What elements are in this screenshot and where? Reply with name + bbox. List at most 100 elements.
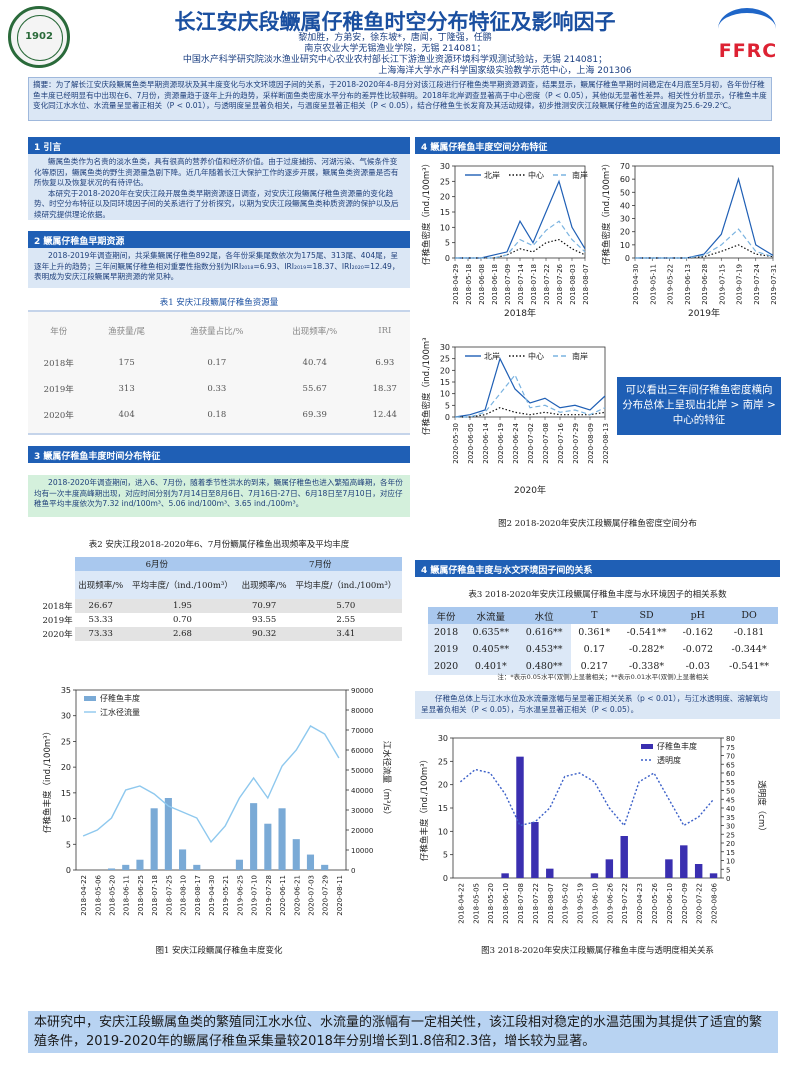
- y-tick-label: 30: [61, 712, 71, 721]
- table-cell: 2018年: [42, 602, 73, 612]
- y-tick-label: 20: [440, 193, 450, 202]
- table-2: 6月份 7月份 出现频率/% 平均丰度/（ind./100m³） 出现频率/% …: [40, 557, 402, 641]
- x-tick-label: 2020-07-29: [322, 875, 330, 916]
- bar: [516, 756, 524, 878]
- table-3-header: T: [591, 610, 598, 621]
- y2-tick-label: 45: [726, 796, 735, 804]
- table-cell: 2020: [428, 658, 465, 675]
- legend-label: 仔稚鱼丰度: [100, 693, 140, 703]
- y2-axis-label: 透明度（cm）: [756, 780, 767, 835]
- x-tick-label: 2018-08-10: [180, 875, 188, 916]
- table-cell: 0.33: [207, 384, 227, 394]
- table-cell: 2019: [428, 641, 465, 658]
- series-line-中心: [635, 244, 774, 259]
- bar: [709, 873, 718, 878]
- x-tick-label: 2018-07-22: [543, 264, 551, 305]
- series-line-北岸: [455, 179, 586, 259]
- y-tick-label: 5: [445, 239, 450, 248]
- figure-2-caption: 图2 2018-2020年安庆江段鳜属仔稚鱼密度空间分布: [498, 519, 697, 529]
- y2-tick-label: 5: [726, 866, 730, 874]
- series-line-中心: [455, 238, 586, 259]
- section-1-paragraph-2: 本研究于2018-2020年在安庆江段开展鱼类早期资源逐日调查，对安庆江段鳜属仔…: [34, 188, 399, 219]
- table-cell: 2018: [428, 624, 465, 641]
- y2-tick-label: 90000: [351, 687, 373, 695]
- table-1-caption: 表1 安庆江段鳜属仔稚鱼资源量: [159, 298, 279, 308]
- x-tick-label: 2019-07-19: [736, 264, 744, 305]
- x-tick-label: 2020-07-29: [572, 423, 580, 464]
- table-row: 2018 0.635** 0.616** 0.361* -0.541** -0.…: [428, 624, 778, 641]
- x-tick-label: 2020-05-30: [452, 423, 460, 464]
- logo-year: 1902: [25, 31, 53, 42]
- x-tick-label: 2018-06-11: [123, 875, 131, 916]
- x-tick-label: 2020-06-05: [467, 423, 475, 464]
- bar: [164, 798, 172, 870]
- table-cell: 90.32: [238, 627, 290, 641]
- y2-tick-label: 20: [726, 840, 735, 848]
- x-tick-label: 2020-07-08: [542, 423, 550, 464]
- affiliation-3: 上海海洋大学水产科学国家级实验教学示范中心，上海 201306: [378, 66, 632, 76]
- bar: [665, 859, 673, 878]
- y-tick-label: 25: [440, 177, 450, 186]
- y2-tick-label: 70: [726, 753, 735, 761]
- table-cell: 73.33: [75, 627, 127, 641]
- section-4b-title: 4 鳜属仔稚鱼丰度与水文环境因子间的关系: [415, 560, 780, 577]
- table-3-header: 水流量: [476, 611, 506, 623]
- table-3-header: DO: [741, 610, 757, 621]
- table-3-header: pH: [690, 610, 705, 621]
- table-cell: 0.453**: [517, 641, 571, 658]
- table-cell: 53.33: [88, 615, 113, 625]
- x-axis-label: 2018年: [504, 307, 536, 319]
- table-cell: -0.072: [682, 644, 713, 655]
- legend-label: 透明度: [657, 755, 681, 765]
- x-tick-label: 2020-06-24: [512, 422, 520, 463]
- table-cell: -0.181: [733, 627, 765, 638]
- y2-tick-label: 30000: [351, 807, 373, 815]
- y-tick-label: 35: [61, 686, 71, 695]
- y-tick-label: 0: [445, 254, 450, 263]
- table-row: 2019年 313 0.33 55.67 18.37: [28, 376, 410, 402]
- x-tick-label: 2020-07-03: [307, 875, 315, 916]
- conclusion: 本研究中，安庆江段鳜属鱼类的繁殖同江水水位、水流量的涨幅有一定相关性，该江段相对…: [28, 1011, 778, 1053]
- section-2-paragraph: 2018-2019年调查期间，共采集鳜属仔稚鱼892尾，各年份采集尾数依次为17…: [34, 251, 400, 281]
- bar: [107, 868, 116, 870]
- table-cell: 2020年: [43, 411, 74, 421]
- x-tick-label: 2018-06-10: [502, 883, 510, 924]
- x-tick-label: 2020-06-21: [293, 875, 301, 916]
- bar: [150, 808, 158, 870]
- table-1-header: 渔获量占比/%: [190, 327, 244, 337]
- table-row: 2018年 26.67 1.95 70.97 5.70: [40, 599, 402, 613]
- section-1-title: 1 引言: [28, 137, 410, 154]
- table-cell: 0.17: [583, 644, 605, 655]
- table-1-header: 出现频率/%: [292, 327, 338, 337]
- bar: [321, 864, 329, 870]
- bar: [590, 873, 599, 878]
- y2-tick-label: 35: [726, 814, 735, 822]
- x-tick-label: 2018-06-25: [137, 875, 145, 916]
- y2-tick-label: 10: [726, 858, 735, 866]
- table-cell: -0.541**: [729, 661, 770, 672]
- table-2-subheader: 平均丰度/（ind./100m³）: [295, 581, 397, 591]
- y-tick-label: 20: [620, 228, 630, 237]
- y-axis-label: 仔稚鱼密度（ind./100m³）: [601, 159, 612, 265]
- y-axis-label: 仔稚鱼丰度（ind./100m³）: [419, 755, 430, 861]
- legend-swatch: [641, 744, 653, 749]
- fish-icon: [718, 8, 776, 43]
- x-tick-label: 2018-04-22: [457, 883, 465, 924]
- x-tick-label: 2020-05-26: [651, 882, 659, 923]
- x-tick-label: 2019-05-19: [577, 883, 585, 924]
- y-tick-label: 15: [440, 378, 450, 387]
- x-tick-label: 2018-07-25: [165, 875, 173, 916]
- section-1-paragraph-1: 鳜属鱼类作为名贵的淡水鱼类，具有很高的营养价值和经济价值。由于过度捕捞、河湖污染…: [34, 157, 399, 187]
- table-cell: 2019年: [42, 616, 73, 626]
- table-1-header: 年份: [50, 327, 68, 337]
- y-tick-label: 70: [620, 162, 630, 171]
- section-2-title: 2 鳜属仔稚鱼早期资源: [28, 231, 410, 248]
- x-tick-label: 2018-04-29: [452, 264, 460, 305]
- table-1-header: IRI: [378, 326, 392, 336]
- x-tick-label: 2020-07-09: [681, 883, 689, 924]
- table-cell: 93.55: [251, 615, 277, 625]
- table-cell: 175: [118, 358, 135, 368]
- y2-tick-label: 0: [351, 867, 355, 875]
- y2-tick-label: 80000: [351, 707, 373, 715]
- series-line-江水径流量: [82, 725, 340, 844]
